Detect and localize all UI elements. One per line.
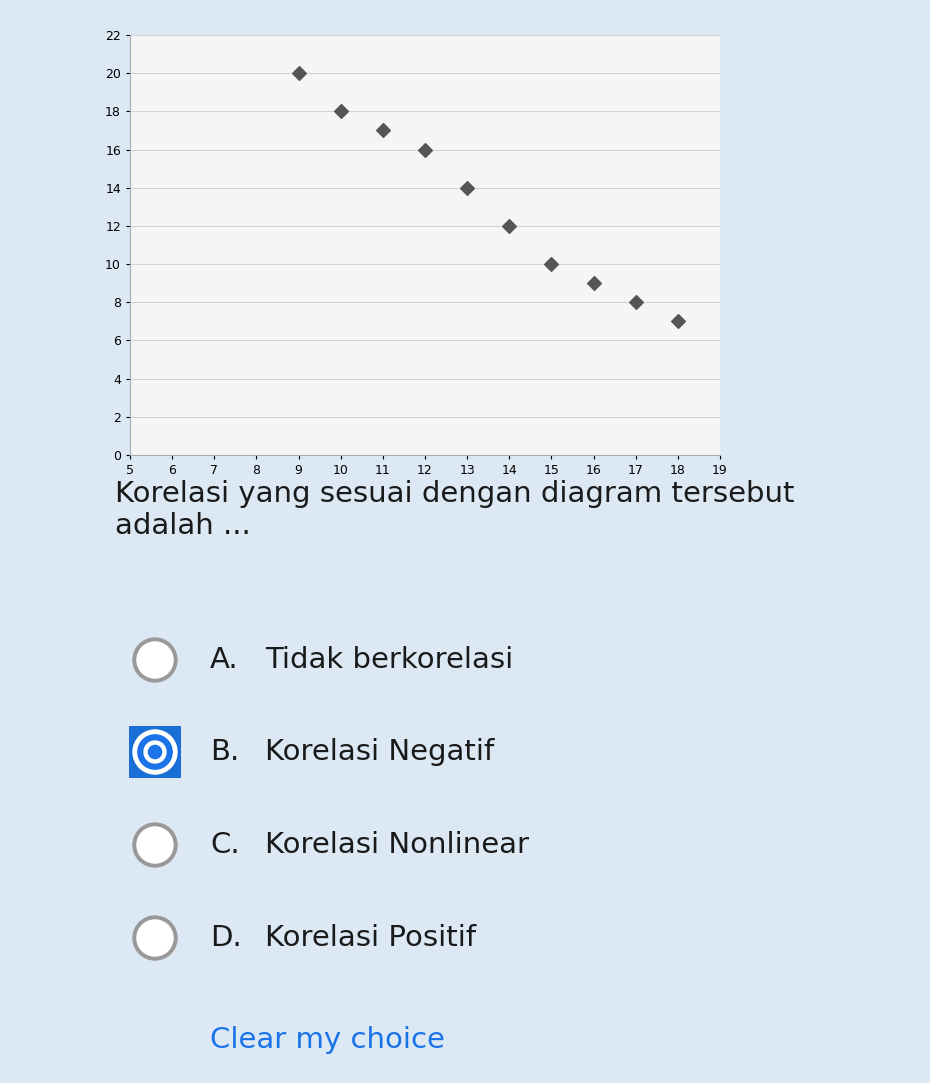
Text: Korelasi Negatif: Korelasi Negatif bbox=[265, 738, 494, 766]
Text: B.: B. bbox=[210, 738, 239, 766]
Point bbox=[418, 141, 432, 158]
Text: D.: D. bbox=[210, 924, 242, 952]
Text: Clear my choice: Clear my choice bbox=[210, 1026, 445, 1054]
Point bbox=[333, 103, 348, 120]
Point bbox=[291, 65, 306, 82]
Text: A.: A. bbox=[210, 645, 239, 674]
Point bbox=[459, 179, 474, 196]
Point bbox=[586, 274, 601, 291]
Text: Korelasi Nonlinear: Korelasi Nonlinear bbox=[265, 831, 529, 859]
Text: Korelasi yang sesuai dengan diagram tersebut
adalah ...: Korelasi yang sesuai dengan diagram ters… bbox=[115, 480, 794, 540]
Text: Tidak berkorelasi: Tidak berkorelasi bbox=[265, 645, 513, 674]
Text: C.: C. bbox=[210, 831, 240, 859]
Point bbox=[544, 256, 559, 273]
Point bbox=[502, 218, 517, 235]
Point bbox=[671, 313, 685, 330]
Text: Korelasi Positif: Korelasi Positif bbox=[265, 924, 476, 952]
Point bbox=[629, 293, 644, 311]
Point bbox=[376, 121, 391, 139]
